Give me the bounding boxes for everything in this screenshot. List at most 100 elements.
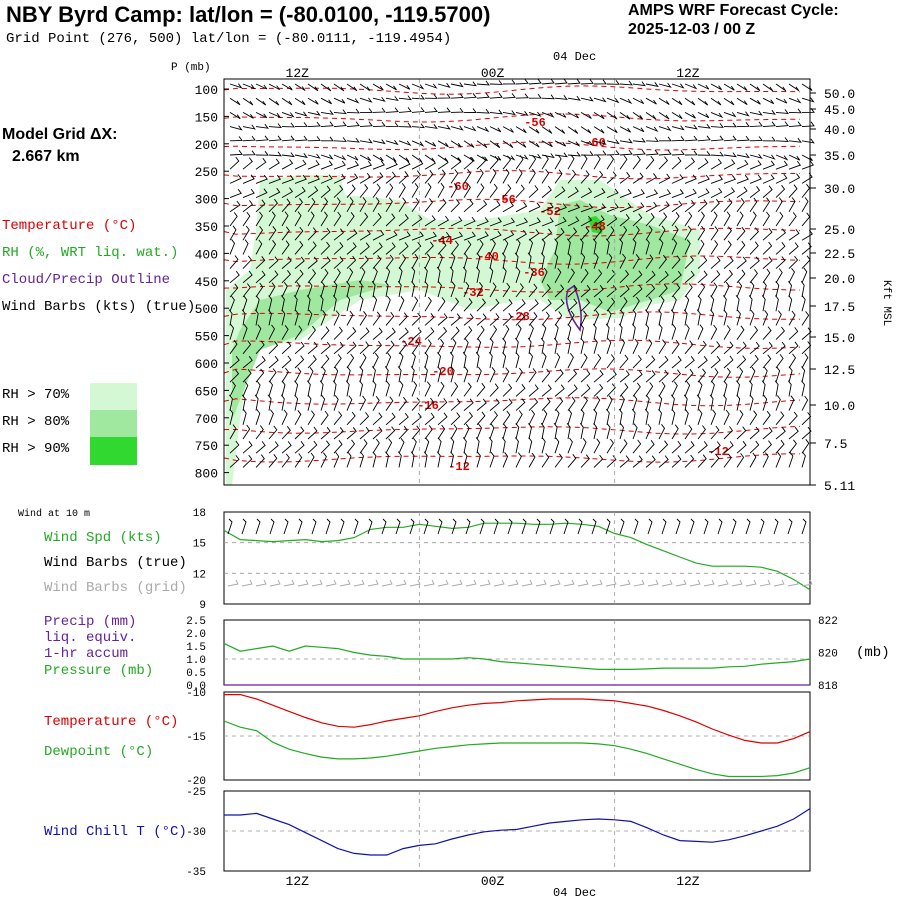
wind-barb-grid bbox=[647, 579, 659, 587]
wind-barb bbox=[528, 312, 538, 326]
wind-barb bbox=[580, 203, 594, 213]
wind-barb bbox=[619, 439, 628, 454]
legend-cloud-outline: Cloud/Precip Outline bbox=[2, 272, 171, 288]
wind-barb bbox=[579, 238, 584, 255]
wind-barb bbox=[411, 425, 421, 440]
wind-barb bbox=[255, 324, 262, 340]
wind-barb-grid bbox=[675, 579, 687, 587]
wind-barb bbox=[554, 311, 563, 326]
wind-barb-true bbox=[269, 518, 275, 535]
wind-barb bbox=[307, 394, 312, 411]
wind-barb bbox=[593, 126, 605, 134]
wind-barb bbox=[580, 151, 594, 156]
wind-barb bbox=[580, 154, 588, 170]
legend-pressure: Pressure (mb) bbox=[44, 663, 154, 679]
wind-barb bbox=[437, 253, 444, 269]
wind-barb-grid bbox=[521, 579, 533, 587]
panel-left-tick-label: 0.5 bbox=[186, 668, 206, 680]
wind-barb bbox=[255, 157, 267, 170]
temperature-label: -20 bbox=[432, 365, 454, 379]
wind-barb bbox=[619, 455, 630, 468]
wind-barb bbox=[749, 440, 760, 454]
wind-barb bbox=[463, 108, 477, 113]
wind-barb bbox=[319, 380, 324, 397]
wind-barb bbox=[762, 121, 776, 128]
wind-barb bbox=[671, 424, 679, 440]
wind-barb bbox=[710, 324, 718, 340]
wind-barb bbox=[710, 135, 724, 142]
wind-barb-true bbox=[353, 518, 359, 535]
wind-barb bbox=[683, 309, 688, 326]
wind-barb bbox=[580, 96, 594, 102]
wind-barb bbox=[554, 284, 565, 298]
wind-barb bbox=[502, 398, 513, 411]
wind-barb bbox=[580, 79, 594, 85]
wind-barb bbox=[619, 138, 633, 144]
wind-barb bbox=[502, 168, 510, 184]
wind-barb bbox=[580, 323, 584, 340]
wind-barb bbox=[398, 242, 409, 255]
wind-barb bbox=[424, 158, 436, 170]
wind-barb bbox=[645, 238, 650, 255]
wind-barb bbox=[424, 107, 438, 113]
wind-barb bbox=[554, 384, 565, 397]
wind-barb bbox=[801, 83, 813, 91]
wind-barb bbox=[489, 155, 499, 170]
wind-barb bbox=[333, 154, 347, 161]
wind-barb bbox=[476, 411, 486, 426]
wind-barb bbox=[476, 200, 488, 213]
wind-barb bbox=[554, 154, 562, 170]
wind-barb bbox=[398, 122, 412, 128]
wind-barb bbox=[372, 160, 385, 170]
wind-barb bbox=[294, 453, 303, 468]
wind-barb bbox=[307, 197, 316, 213]
wind-barb bbox=[320, 452, 327, 468]
wind-barb bbox=[788, 173, 801, 184]
wind-barb bbox=[736, 309, 741, 326]
wind-barb bbox=[242, 324, 248, 340]
wind-barb bbox=[319, 295, 324, 312]
wind-barb bbox=[307, 256, 318, 269]
temperature-contour-2 bbox=[223, 141, 801, 151]
wind-barb bbox=[489, 451, 495, 468]
wind-barb bbox=[333, 97, 346, 104]
wind-barb bbox=[463, 140, 475, 148]
wind-barb bbox=[476, 266, 480, 283]
wind-barb bbox=[684, 112, 696, 119]
wind-barb bbox=[554, 238, 559, 255]
pressure-tick-label: 450 bbox=[195, 275, 218, 290]
temperature-contour-1 bbox=[223, 113, 800, 123]
wind-barb bbox=[619, 297, 628, 312]
wind-barb bbox=[580, 438, 587, 454]
wind-barb bbox=[307, 153, 321, 159]
wind-barb bbox=[333, 173, 346, 184]
wind-barb-true bbox=[507, 518, 513, 535]
wind-barb bbox=[618, 408, 623, 425]
wind-barb bbox=[658, 296, 665, 312]
wind-barb bbox=[593, 285, 604, 298]
wind-barb bbox=[450, 183, 458, 198]
wind-barb bbox=[476, 154, 488, 162]
wind-barb bbox=[385, 160, 398, 170]
pressure-tick-label: 200 bbox=[195, 138, 218, 153]
wind-barb bbox=[372, 255, 382, 269]
wind-barb-true bbox=[745, 518, 751, 535]
wind-barb bbox=[723, 341, 734, 355]
wind-barb bbox=[346, 411, 356, 426]
temperature-label: -40 bbox=[477, 250, 499, 264]
wind-barb bbox=[450, 154, 462, 162]
wind-barb-grid bbox=[801, 579, 813, 587]
wind-barb bbox=[346, 451, 352, 468]
wind-barb bbox=[281, 367, 289, 383]
wind-barb bbox=[489, 337, 494, 354]
wind-barb bbox=[788, 451, 794, 468]
temperature-contour-10 bbox=[223, 368, 801, 378]
wind-barb bbox=[762, 452, 769, 468]
wind-barb bbox=[346, 160, 360, 170]
wind-barb bbox=[788, 137, 802, 143]
wind-barb bbox=[398, 231, 411, 241]
wind-barb bbox=[567, 384, 578, 397]
wind-barb-true bbox=[325, 518, 331, 535]
wind-barb bbox=[697, 199, 708, 213]
wind-barb bbox=[528, 202, 541, 213]
